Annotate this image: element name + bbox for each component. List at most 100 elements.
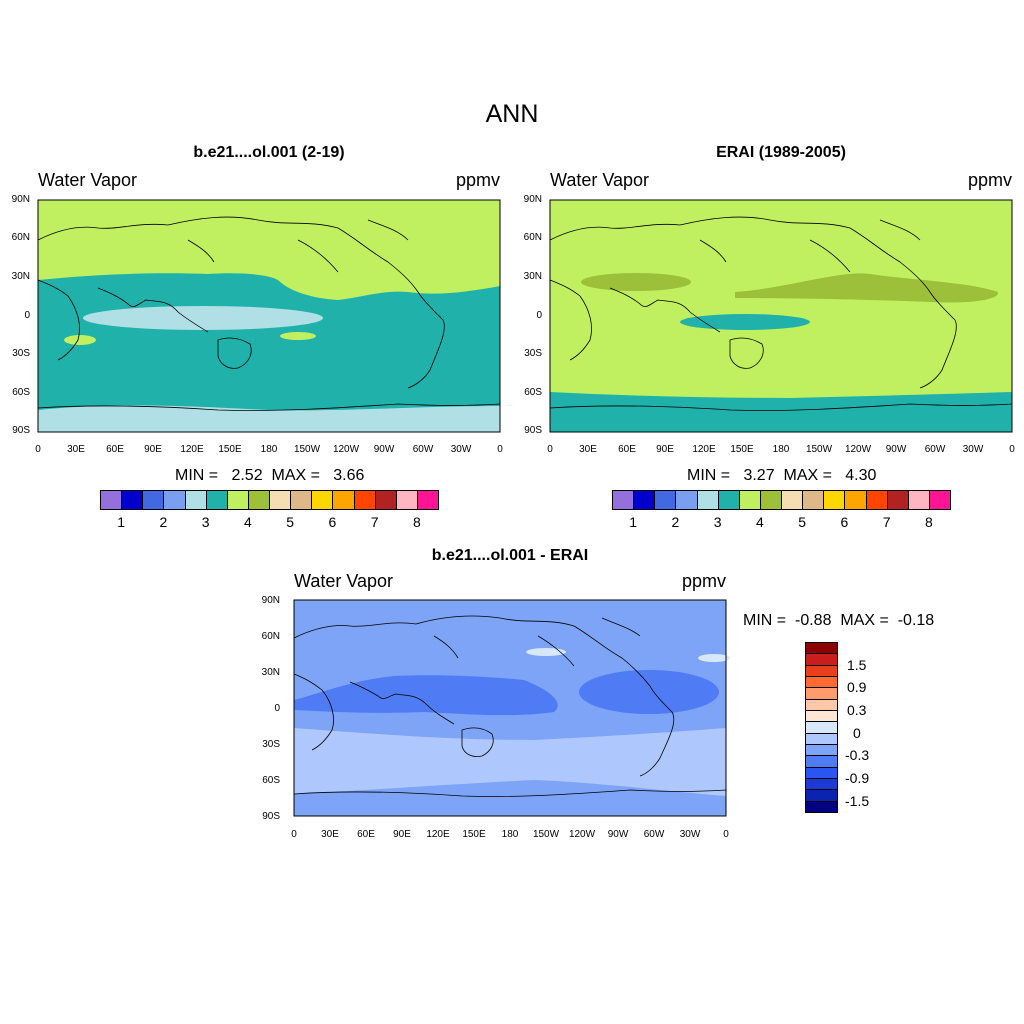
lon-tick-label: 90W (373, 444, 395, 455)
colorbar-swatch (781, 490, 804, 510)
colorbar-swatch (205, 490, 228, 510)
lon-tick-label: 60E (106, 444, 124, 455)
moist-region-warmpool (680, 314, 810, 330)
lat-tick-label: 90S (524, 425, 542, 436)
colorbar-swatch (612, 490, 635, 510)
colorbar-swatch (353, 490, 376, 510)
lon-tick-label: 0 (35, 444, 41, 455)
lon-tick-label: 150E (730, 444, 754, 455)
lon-tick-label: 180 (772, 444, 790, 455)
colorbar-swatch (844, 490, 867, 510)
min-max-model: MIN = 2.52 MAX = 3.66 (175, 467, 365, 484)
colorbar-label: 4 (243, 514, 252, 530)
lon-tick-label: 0 (291, 829, 297, 840)
dark-band-indo (294, 675, 558, 716)
lon-tick-label: 30E (321, 829, 339, 840)
lat-tick-label: 60S (262, 775, 280, 786)
lon-tick-label: 0 (1009, 444, 1015, 455)
lat-tick-label: 60N (523, 232, 542, 243)
lon-tick-label: 0 (547, 444, 553, 455)
colorbar-swatch (802, 490, 825, 510)
colorbar-swatch (269, 490, 292, 510)
dry-patch-africa (64, 335, 96, 345)
pale-patch-north (526, 648, 566, 656)
colorbar-swatch (121, 490, 144, 510)
panel-title-diff: b.e21....ol.001 - ERAI (431, 547, 589, 564)
map-model (37, 199, 501, 433)
colorbar-label: 4 (755, 514, 764, 530)
colorbar-swatch (226, 490, 249, 510)
colorbar-swatch (100, 490, 123, 510)
lon-tick-label: 30W (450, 444, 472, 455)
dry-patch-pacific (280, 332, 316, 340)
lon-tick-label: 30E (579, 444, 597, 455)
colorbar-swatch (290, 490, 313, 510)
lon-tick-label: 90W (885, 444, 907, 455)
coastlines (293, 615, 727, 797)
colorbar-swatch (738, 490, 761, 510)
lat-tick-label: 30S (12, 348, 30, 359)
lon-tick-label: 90E (144, 444, 162, 455)
colorbar-label: -1.5 (845, 792, 870, 809)
colorbar-label: 0.3 (847, 702, 867, 718)
colorbar-labels-obs: 1 2 3 4 5 6 7 8 (612, 514, 950, 532)
colorbar-swatch (332, 490, 355, 510)
lon-tick-label: 30W (679, 829, 701, 840)
lat-tick-label: 30S (524, 348, 542, 359)
colorbar-label: 0 (853, 724, 861, 741)
colorbar-swatch (823, 490, 846, 510)
colorbar-label: 3 (713, 514, 722, 530)
colorbar-swatch (907, 490, 930, 510)
lat-tick-label: 30N (261, 667, 280, 678)
lon-tick-label: 150W (532, 829, 560, 840)
lat-tick-label: 60S (524, 387, 542, 398)
colorbar-swatch (633, 490, 656, 510)
min-max-obs: MIN = 3.27 MAX = 4.30 (687, 467, 877, 484)
lon-tick-label: 60W (643, 829, 665, 840)
lat-tick-label: 90S (262, 811, 280, 822)
colorbar-obs (612, 490, 951, 510)
colorbar-swatch (717, 490, 740, 510)
colorbar-swatch (142, 490, 165, 510)
colorbar-labels-model: 1 2 3 4 5 6 7 8 (100, 514, 438, 532)
figure-title: ANN (485, 100, 539, 128)
moist-region-south (38, 405, 500, 432)
lon-tick-label: 120W (844, 444, 872, 455)
panel-title-model: b.e21....ol.001 (2-19) (193, 144, 345, 161)
moist-band-indopacific (83, 306, 323, 330)
colorbar-swatch (416, 490, 439, 510)
lon-tick-label: 60W (412, 444, 434, 455)
dark-band-atlantic (579, 670, 719, 714)
lat-tick-label: 0 (536, 310, 542, 321)
lat-tick-label: 60N (11, 232, 30, 243)
lon-tick-label: 120E (180, 444, 204, 455)
colorbar-swatch (184, 490, 207, 510)
lon-tick-label: 120W (568, 829, 596, 840)
polar-region-south (550, 392, 1012, 432)
variable-label-model: Water Vapor (38, 170, 138, 190)
units-label-model: ppmv (455, 170, 500, 190)
colorbar-swatch (805, 800, 838, 813)
colorbar-swatch (247, 490, 270, 510)
panel-title-obs: ERAI (1989-2005) (716, 144, 846, 161)
lat-tick-label: 60S (12, 387, 30, 398)
colorbar-swatch (928, 490, 951, 510)
pale-patch-ne (698, 654, 730, 662)
colorbar-swatch (696, 490, 719, 510)
colorbar-label: 8 (412, 514, 421, 530)
colorbar-label: 2 (671, 514, 680, 530)
colorbar-swatch (163, 490, 186, 510)
colorbar-diff (805, 642, 838, 813)
units-label-diff: ppmv (681, 571, 726, 591)
lon-tick-label: 120E (692, 444, 716, 455)
colorbar-label: 5 (798, 514, 807, 530)
lon-tick-label: 60W (924, 444, 946, 455)
lon-axis-model: 0 30E 60E 90E 120E 150E 180 150W 120W 90… (18, 444, 503, 458)
lon-tick-label: 150E (218, 444, 242, 455)
colorbar-label: 3 (201, 514, 210, 530)
lon-tick-label: 150W (805, 444, 833, 455)
lon-tick-label: 60E (357, 829, 375, 840)
lon-axis-obs: 0 30E 60E 90E 120E 150E 180 150W 120W 90… (530, 444, 1015, 458)
lon-tick-label: 60E (618, 444, 636, 455)
colorbar-swatch (886, 490, 909, 510)
